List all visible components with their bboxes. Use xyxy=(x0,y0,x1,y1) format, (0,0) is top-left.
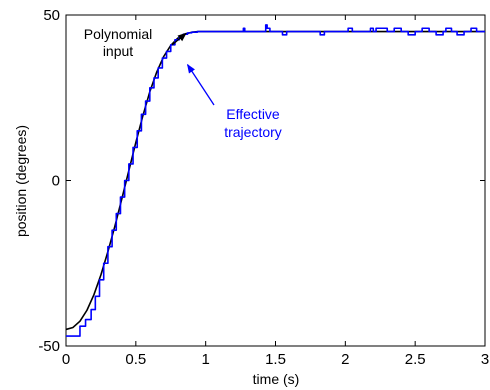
x-tick-label: 1 xyxy=(201,351,209,368)
annotation-effective-label: Effective trajectory xyxy=(224,106,282,140)
annotation-polynomial-label: Polynomial input xyxy=(84,26,152,59)
x-tick-label: 2 xyxy=(341,351,349,368)
x-axis-label: time (s) xyxy=(253,371,300,387)
x-tick-label: 0.5 xyxy=(125,351,146,368)
x-tick-label: 3 xyxy=(481,351,489,368)
y-tick-label: 50 xyxy=(43,7,60,24)
series-layer xyxy=(65,24,485,337)
annotation-layer: Polynomial input Effective trajectory xyxy=(84,26,282,140)
x-tick-label: 0 xyxy=(62,351,70,368)
y-tick-label: -50 xyxy=(38,338,60,355)
y-axis-label: position (degrees) xyxy=(13,125,29,237)
annotation-polynomial-arrow xyxy=(171,32,187,46)
series-line-effective xyxy=(66,24,485,337)
x-tick-label: 1.5 xyxy=(265,351,286,368)
annotation-effective-arrow xyxy=(186,63,215,106)
x-tick-label: 2.5 xyxy=(405,351,426,368)
y-tick-label: 0 xyxy=(52,173,60,190)
